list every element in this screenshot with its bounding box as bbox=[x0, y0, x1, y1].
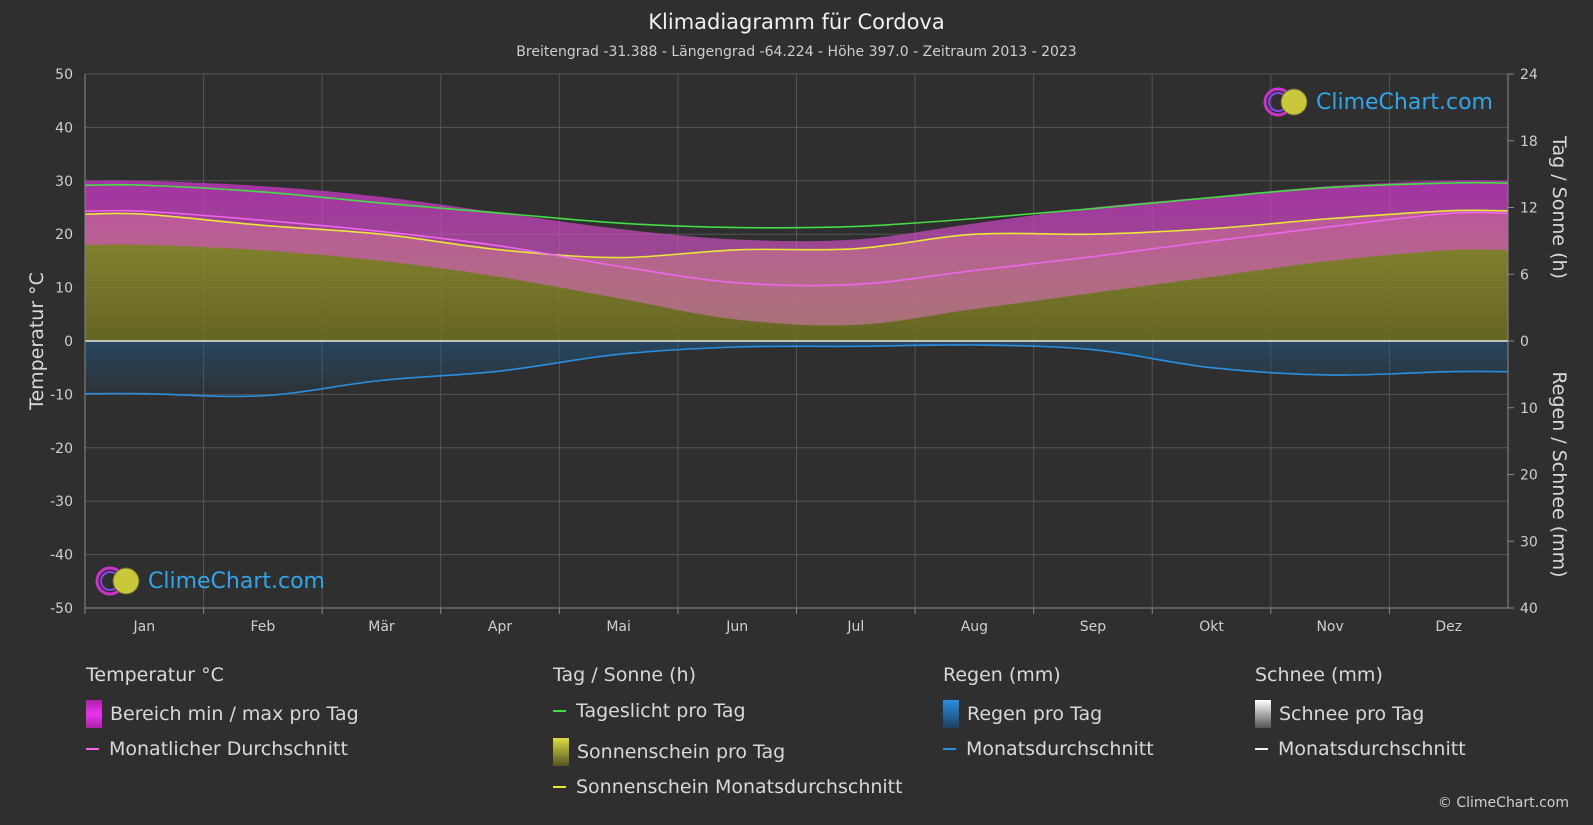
x-tick-label: Jul bbox=[846, 619, 864, 635]
x-tick-label: Aug bbox=[961, 619, 988, 635]
snow-swatch bbox=[1255, 700, 1271, 728]
legend-label: Sonnenschein pro Tag bbox=[577, 741, 786, 763]
legend-label: Monatlicher Durchschnitt bbox=[109, 738, 348, 760]
legend-daylight: Tageslicht pro Tag bbox=[553, 700, 746, 722]
x-tick-label: Mär bbox=[368, 619, 395, 635]
x-tick-label: Apr bbox=[488, 619, 512, 635]
brand-logo-top: ClimeChart.com bbox=[1262, 86, 1493, 118]
rain-avg-swatch bbox=[943, 748, 956, 750]
y-left-tick-label: -20 bbox=[50, 441, 73, 457]
legend-temp-avg: Monatlicher Durchschnitt bbox=[86, 738, 348, 760]
y-right-top-axis-title: Tag / Sonne (h) bbox=[1548, 135, 1570, 279]
axes: 50 40 30 20 10 0 -10 -20 -30 -40 -50 24 18 12 6 0 10 20 30… bbox=[26, 67, 1570, 635]
legend-sunshine-avg: Sonnenschein Monatsdurchschnitt bbox=[553, 776, 903, 798]
legend-label: Schnee pro Tag bbox=[1279, 703, 1425, 725]
legend-label: Bereich min / max pro Tag bbox=[110, 703, 359, 725]
legend-label: Regen pro Tag bbox=[967, 703, 1103, 725]
y-right-top-tick-label: 12 bbox=[1520, 201, 1538, 217]
climate-chart: 50 40 30 20 10 0 -10 -20 -30 -40 -50 24 18 12 6 0 10 20 30… bbox=[26, 67, 1570, 635]
temp-range-band bbox=[85, 180, 1508, 326]
legend-label: Monatsdurchschnitt bbox=[966, 738, 1154, 760]
legend-sun-header: Tag / Sonne (h) bbox=[553, 664, 697, 686]
brand-name: ClimeChart.com bbox=[1316, 89, 1493, 115]
y-left-tick-label: -50 bbox=[50, 601, 73, 617]
y-left-tick-label: 40 bbox=[55, 120, 73, 136]
snow-avg-swatch bbox=[1255, 748, 1268, 750]
y-left-tick-label: 30 bbox=[55, 174, 73, 190]
y-right-bottom-tick-label: 20 bbox=[1520, 468, 1538, 484]
climechart-logo-icon bbox=[95, 566, 140, 596]
y-right-bottom-tick-label: 40 bbox=[1520, 601, 1538, 617]
y-left-tick-label: 50 bbox=[55, 67, 73, 83]
climechart-logo-icon bbox=[1263, 87, 1308, 117]
legend-rain-per-day: Regen pro Tag bbox=[943, 700, 1102, 728]
x-tick-label: Okt bbox=[1199, 619, 1224, 635]
sunshine-avg-swatch bbox=[553, 786, 566, 788]
legend-temp-range: Bereich min / max pro Tag bbox=[86, 700, 359, 728]
y-right-bottom-axis-title: Regen / Schnee (mm) bbox=[1548, 371, 1570, 577]
legend-rain-header: Regen (mm) bbox=[943, 664, 1061, 686]
y-right-top-tick-label: 6 bbox=[1520, 267, 1529, 283]
chart-subtitle: Breitengrad -31.388 - Längengrad -64.224… bbox=[516, 44, 1077, 60]
x-tick-label: Mai bbox=[606, 619, 631, 635]
x-tick-label: Sep bbox=[1080, 619, 1107, 635]
data-lines bbox=[84, 181, 1509, 398]
legend-rain-avg: Monatsdurchschnitt bbox=[943, 738, 1154, 760]
legend-snow-per-day: Schnee pro Tag bbox=[1255, 700, 1424, 728]
data-fills bbox=[85, 180, 1508, 397]
brand-name: ClimeChart.com bbox=[148, 568, 325, 594]
rain-swatch bbox=[943, 700, 959, 728]
temp-range-swatch bbox=[86, 700, 102, 728]
y-right-top-tick-label: 0 bbox=[1520, 334, 1529, 350]
y-left-tick-label: -10 bbox=[50, 387, 73, 403]
legend-label: Tageslicht pro Tag bbox=[576, 700, 746, 722]
daylight-swatch bbox=[553, 710, 566, 712]
y-left-tick-label: -40 bbox=[50, 548, 73, 564]
y-right-bottom-tick-label: 10 bbox=[1520, 401, 1538, 417]
x-tick-label: Feb bbox=[250, 619, 275, 635]
y-left-tick-label: 20 bbox=[55, 227, 73, 243]
rain-avg-line bbox=[84, 344, 1509, 398]
sunshine-avg-line bbox=[84, 209, 1509, 259]
rain-area bbox=[85, 341, 1508, 397]
y-right-top-tick-label: 18 bbox=[1520, 134, 1538, 150]
legend-snow-header: Schnee (mm) bbox=[1255, 664, 1383, 686]
y-left-axis-title: Temperatur °C bbox=[26, 272, 48, 411]
chart-title: Klimadiagramm für Cordova bbox=[648, 10, 945, 34]
legend-label: Monatsdurchschnitt bbox=[1278, 738, 1466, 760]
brand-logo-bottom: ClimeChart.com bbox=[94, 565, 325, 597]
x-tick-label: Jun bbox=[725, 619, 748, 635]
y-right-top-tick-label: 24 bbox=[1520, 67, 1538, 83]
temp-avg-swatch bbox=[86, 748, 99, 750]
sunshine-swatch bbox=[553, 738, 569, 766]
x-tick-label: Dez bbox=[1435, 619, 1462, 635]
temp-avg-line bbox=[84, 209, 1509, 287]
y-right-bottom-tick-label: 30 bbox=[1520, 534, 1538, 550]
legend-sunshine: Sonnenschein pro Tag bbox=[553, 738, 785, 766]
y-left-tick-label: 0 bbox=[64, 334, 73, 350]
legend-label: Sonnenschein Monatsdurchschnitt bbox=[576, 776, 903, 798]
legend-temp-header: Temperatur °C bbox=[86, 664, 224, 686]
daylight-line bbox=[84, 181, 1509, 229]
x-tick-label: Jan bbox=[132, 619, 155, 635]
legend-snow-avg: Monatsdurchschnitt bbox=[1255, 738, 1466, 760]
y-left-tick-label: -30 bbox=[50, 494, 73, 510]
copyright: © ClimeChart.com bbox=[1437, 795, 1569, 811]
x-tick-label: Nov bbox=[1316, 619, 1343, 635]
y-left-tick-label: 10 bbox=[55, 281, 73, 297]
